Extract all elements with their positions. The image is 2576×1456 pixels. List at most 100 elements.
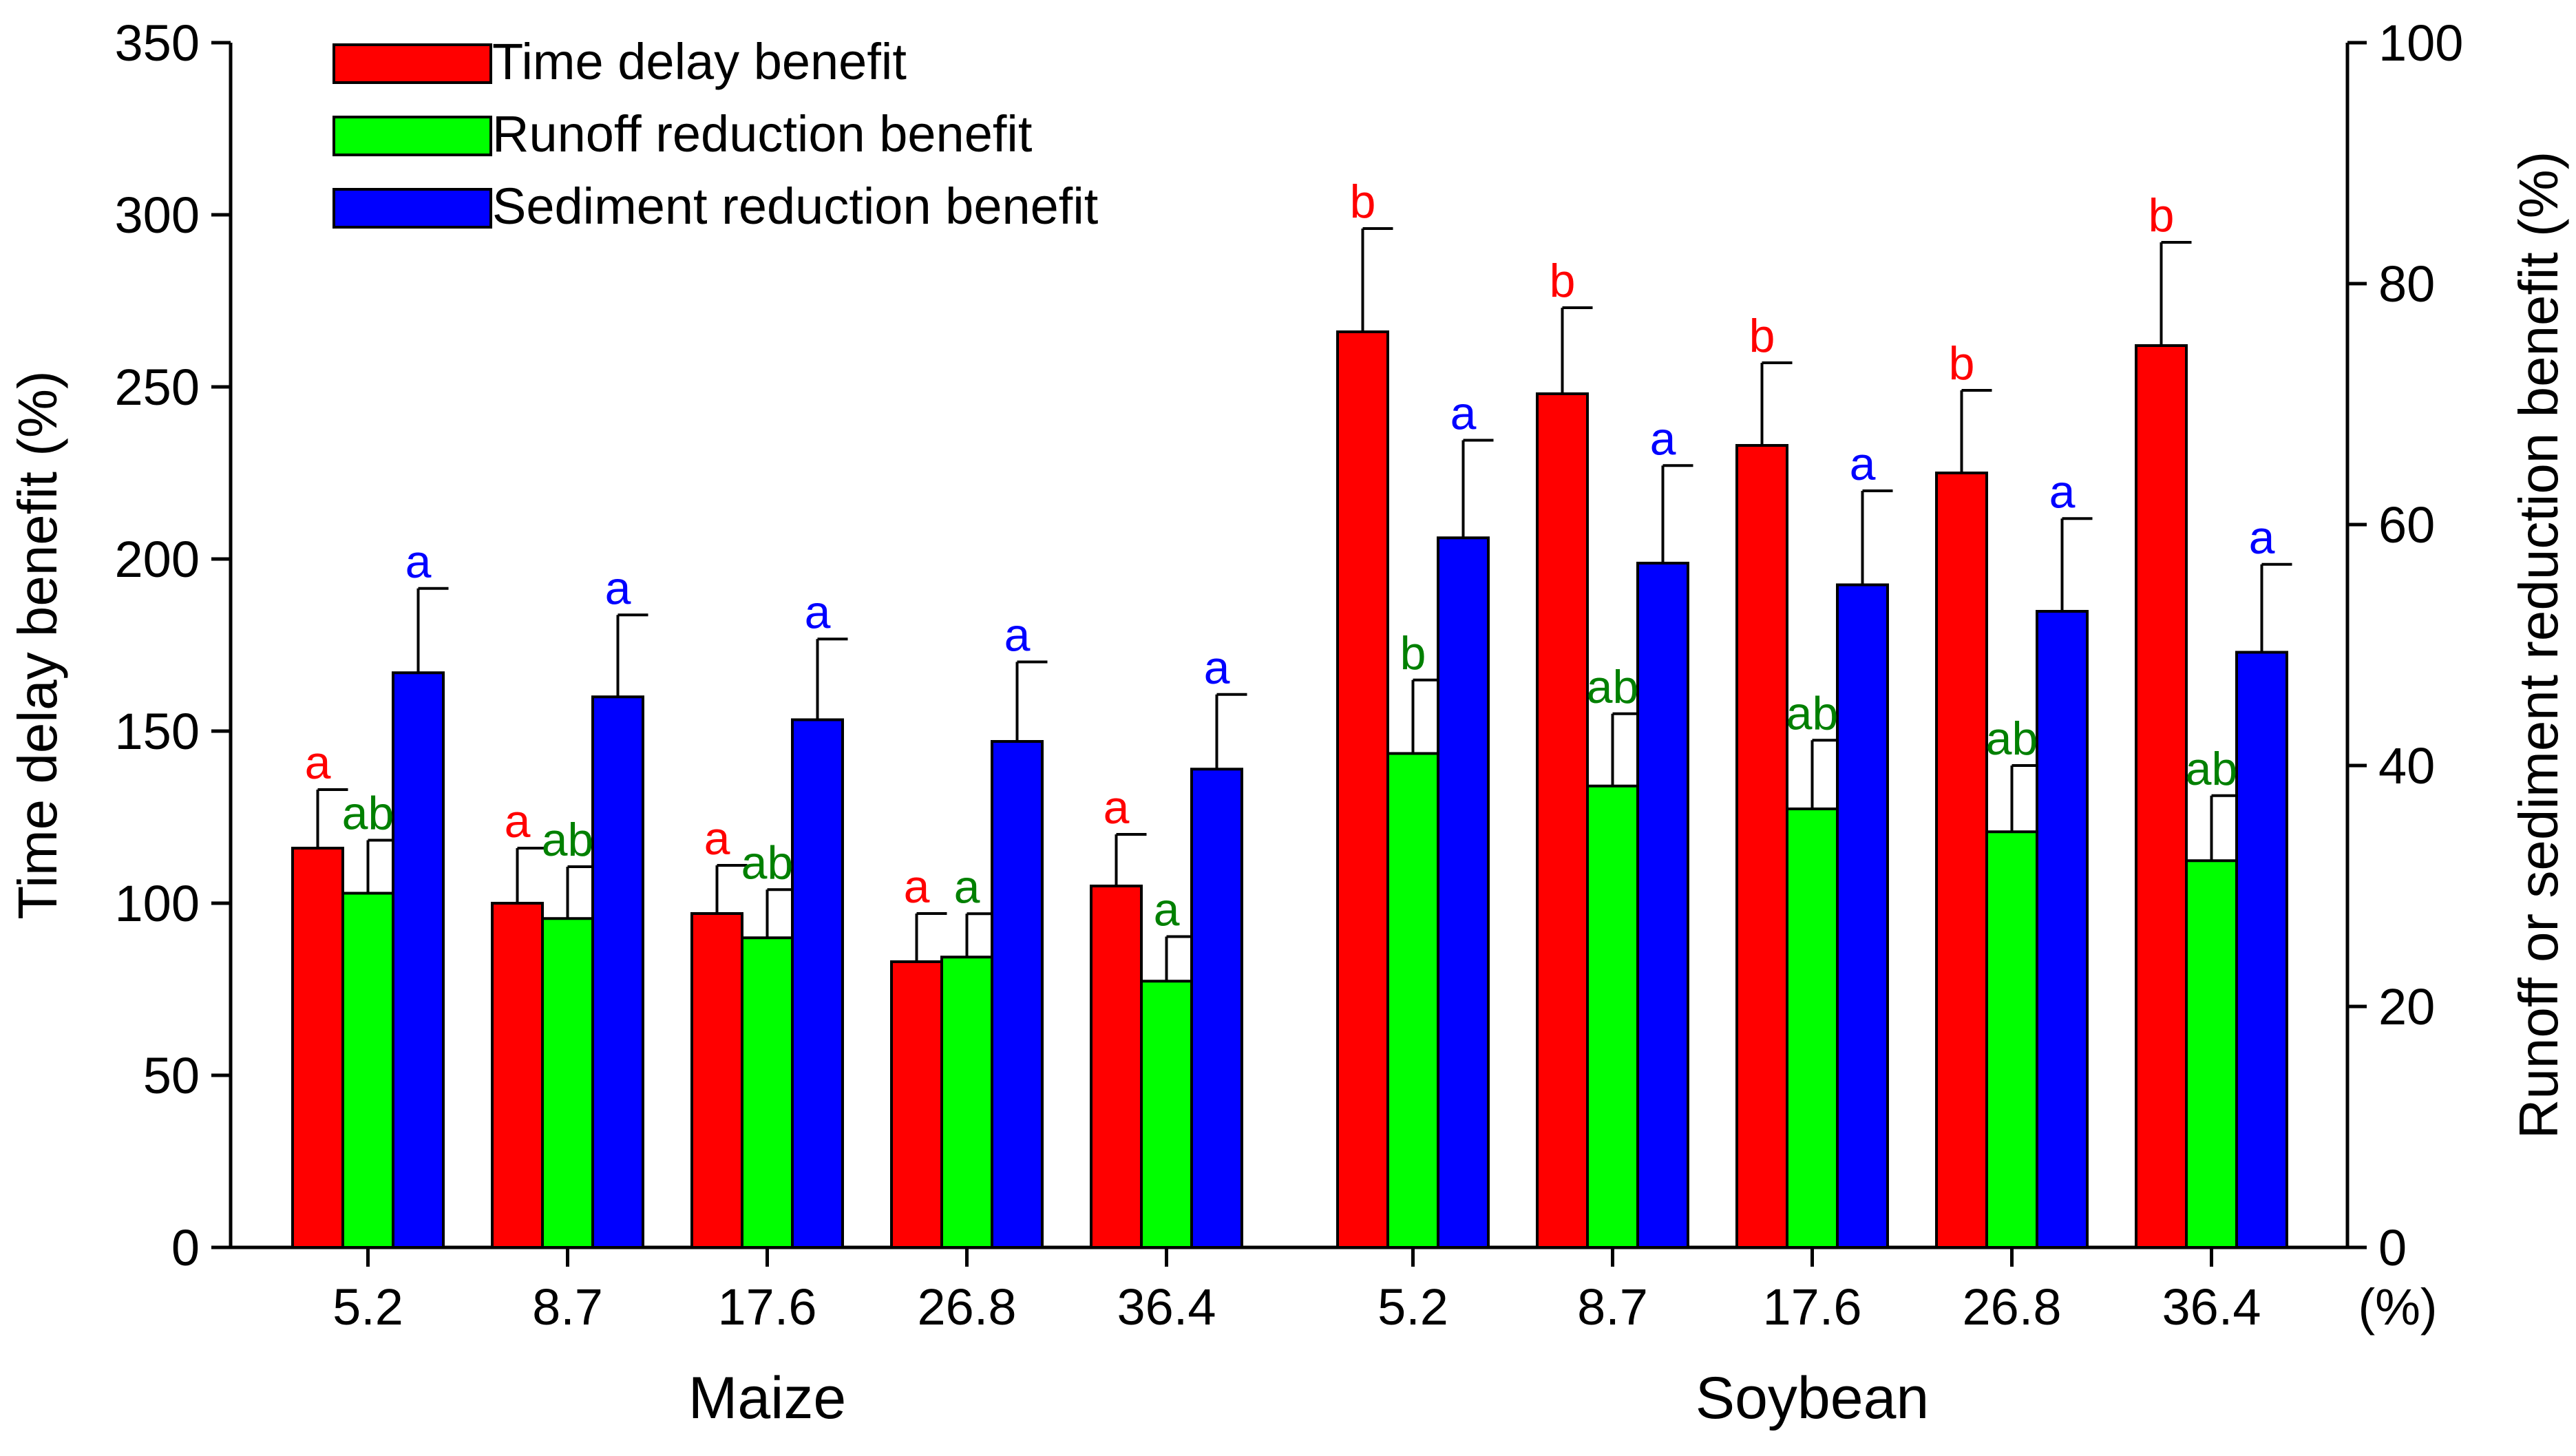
right-tick-label: 100 [2378, 14, 2463, 72]
legend-swatch [332, 188, 492, 229]
significance-label: b [1350, 176, 1376, 228]
legend-entry: Runoff reduction benefit [492, 105, 1033, 162]
bar [2135, 344, 2188, 1249]
significance-label: a [1650, 412, 1676, 465]
significance-label: a [605, 562, 631, 614]
bar [1636, 562, 1689, 1249]
group-label-maize: Maize [688, 1365, 846, 1431]
bar [491, 902, 544, 1249]
bar [890, 960, 943, 1249]
bar [1090, 885, 1143, 1249]
bar [1437, 536, 1490, 1249]
x-tick-label: 36.4 [1117, 1278, 1216, 1336]
x-tick-label: 8.7 [1577, 1278, 1648, 1336]
significance-label: a [904, 861, 930, 913]
x-tick-label: 8.7 [532, 1278, 603, 1336]
significance-label: a [805, 586, 831, 638]
significance-label: b [1749, 310, 1775, 362]
left-tick-label: 150 [115, 703, 200, 760]
significance-label: b [2149, 189, 2175, 242]
left-tick-label: 50 [143, 1047, 200, 1104]
significance-label: ab [1587, 661, 1639, 713]
bar [2185, 859, 2238, 1249]
bar [1140, 980, 1193, 1249]
left-tick-label: 0 [171, 1219, 200, 1276]
left-tick-label: 300 [115, 187, 200, 244]
significance-label: a [1154, 884, 1180, 936]
right-tick-label: 80 [2378, 255, 2435, 313]
significance-label: a [704, 812, 730, 865]
significance-label: a [505, 795, 531, 847]
right-tick-label: 40 [2378, 737, 2435, 794]
right-tick-label: 0 [2378, 1219, 2407, 1276]
left-tick-label: 200 [115, 531, 200, 588]
bar [940, 956, 993, 1249]
bar [541, 917, 594, 1249]
x-tick-label: 5.2 [332, 1278, 403, 1336]
significance-label: ab [2186, 743, 2238, 795]
axes-layer: 0 50 100 150 200 250 300 350 0 20 40 60 80 100 Time de… [7, 14, 2569, 1431]
left-tick-label: 250 [115, 359, 200, 416]
significance-label: ab [342, 788, 394, 840]
legend: Time delay benefit Runoff reduction benef… [332, 33, 1099, 235]
right-tick-label: 20 [2378, 978, 2435, 1035]
bar [1536, 392, 1589, 1249]
significance-label: a [1104, 781, 1130, 834]
bar [1786, 808, 1839, 1249]
bar [1735, 444, 1788, 1249]
significance-label: a [305, 737, 331, 789]
left-axis-title: Time delay benefit (%) [7, 370, 68, 919]
legend-entry: Sediment reduction benefit [492, 178, 1099, 235]
bar [1985, 830, 2038, 1249]
bar [991, 740, 1044, 1249]
legend-entry: Time delay benefit [492, 33, 907, 90]
x-tick-label: 26.8 [917, 1278, 1016, 1336]
bar [2036, 610, 2089, 1249]
bar [2235, 651, 2288, 1249]
bar [690, 912, 743, 1249]
significance-label: ab [542, 814, 594, 866]
significance-label: a [1004, 609, 1031, 662]
significance-label: a [2049, 465, 2076, 518]
bar [1586, 784, 1639, 1249]
significance-label: ab [1786, 687, 1839, 739]
x-tick-label: 17.6 [717, 1278, 816, 1336]
right-tick-label: 60 [2378, 496, 2435, 553]
bar [791, 718, 844, 1249]
significance-label: ab [741, 836, 794, 889]
bar [1386, 752, 1439, 1249]
bar [341, 891, 394, 1249]
significance-label: b [1550, 255, 1576, 307]
bar [1336, 330, 1389, 1249]
left-tick-label: 100 [115, 875, 200, 932]
bar [291, 847, 344, 1249]
significance-label: a [1204, 642, 1230, 694]
x-tick-label: 17.6 [1762, 1278, 1861, 1336]
bar [591, 695, 644, 1249]
bar [1836, 583, 1889, 1249]
significance-label: a [1450, 388, 1477, 440]
left-tick-label: 350 [115, 14, 200, 72]
significance-label: ab [1986, 713, 2038, 765]
significance-label: a [2249, 511, 2275, 564]
bar [1190, 768, 1243, 1249]
significance-label: a [1850, 438, 1876, 490]
significance-label: a [405, 536, 432, 588]
bar [1935, 472, 1988, 1249]
group-label-soybean: Soybean [1696, 1365, 1930, 1431]
right-axis-title: Runoff or sediment reduction benefit (%) [2508, 151, 2569, 1139]
x-tick-label: 26.8 [1962, 1278, 2061, 1336]
legend-swatch [332, 43, 492, 84]
significance-label: b [1400, 627, 1426, 679]
bar [392, 671, 445, 1249]
significance-label: b [1949, 337, 1975, 390]
x-tick-label: 36.4 [2162, 1278, 2261, 1336]
bars-layer [291, 227, 2292, 1249]
x-unit-label: (%) [2358, 1278, 2437, 1336]
significance-label: a [954, 861, 980, 913]
legend-swatch [332, 116, 492, 156]
bar [741, 936, 794, 1249]
